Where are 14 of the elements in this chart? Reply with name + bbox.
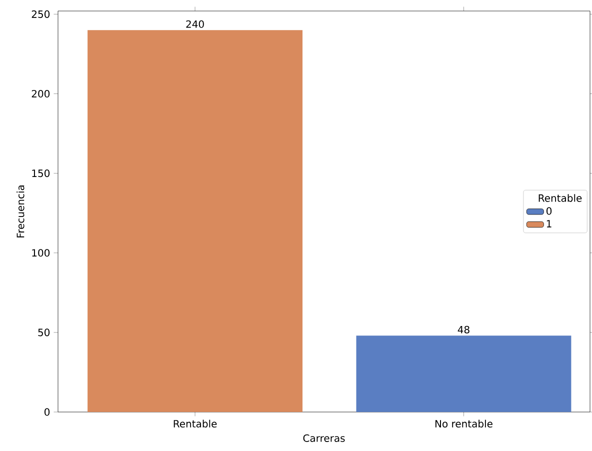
y-tick-label: 150 [32,170,50,178]
y-tick-label: 200 [32,90,50,98]
data-label: 240 [186,20,204,28]
y-tick-label: 50 [38,328,50,336]
y-axis-title: Frecuencia [16,186,24,238]
legend-label: 0 [546,207,552,215]
y-tick-label: 0 [44,408,50,416]
x-axis-title: Carreras [303,434,345,442]
y-tick-label: 100 [32,249,50,257]
legend-label: 1 [546,220,552,228]
legend-title: Rentable [538,194,582,202]
x-tick-label: No rentable [435,420,492,428]
data-label: 48 [458,326,470,334]
y-tick-label: 250 [32,10,50,18]
